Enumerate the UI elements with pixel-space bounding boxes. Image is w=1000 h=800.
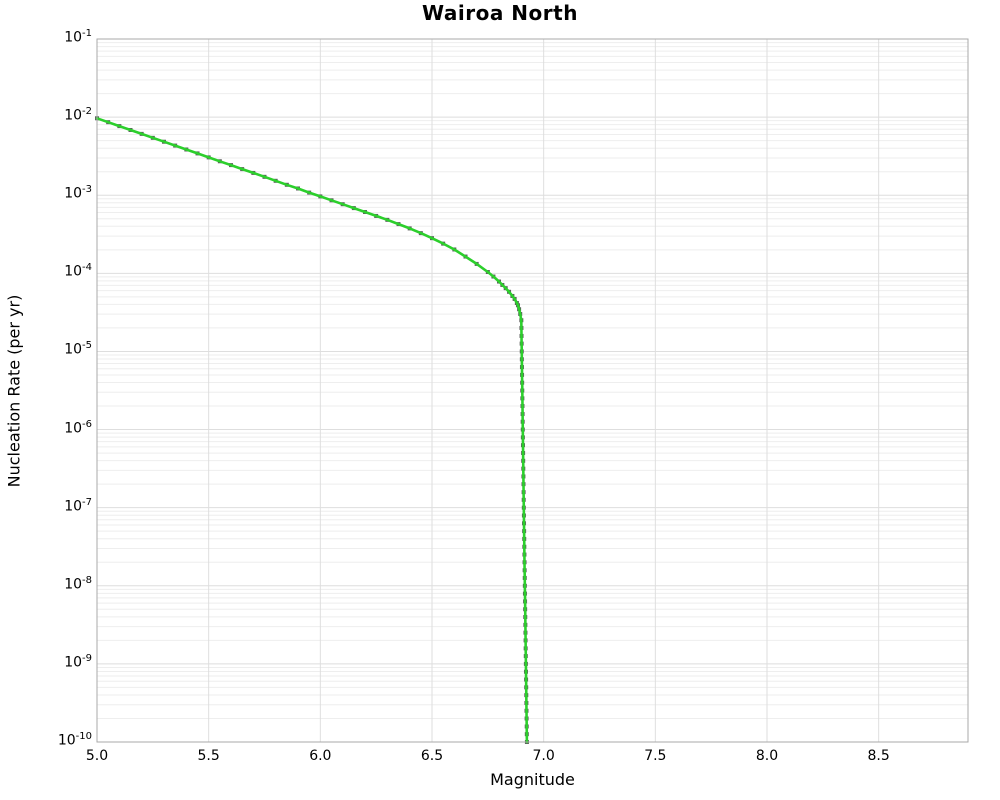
y-tick-label: 10-1 (64, 28, 92, 46)
y-tick-label: 10-2 (64, 106, 92, 124)
rate-curve (95, 117, 529, 744)
x-tick-label: 7.5 (644, 748, 667, 764)
x-tick-label: 5.0 (85, 748, 109, 764)
x-tick-label: 8.5 (867, 748, 890, 764)
y-tick-label: 10-8 (64, 574, 92, 593)
plot-border (96, 38, 969, 743)
chart-title: Wairoa North (422, 1, 578, 25)
y-tick-label: 10-6 (64, 418, 92, 437)
x-tick-label: 7.0 (532, 748, 555, 764)
y-tick-label: 10-3 (64, 184, 92, 202)
x-tick-label: 5.5 (197, 748, 220, 764)
x-tick-label: 8.0 (755, 748, 779, 764)
y-tick-label: 10-5 (64, 340, 92, 359)
x-tick-label: 6.5 (420, 748, 444, 764)
x-tick-label: 6.0 (309, 748, 332, 764)
y-tick-label: 10-10 (57, 731, 92, 749)
x-axis-label: Magnitude (490, 770, 575, 789)
y-tick-label: 10-7 (64, 496, 92, 515)
y-tick-label: 10-4 (64, 262, 92, 280)
y-tick-label: 10-9 (64, 652, 92, 671)
